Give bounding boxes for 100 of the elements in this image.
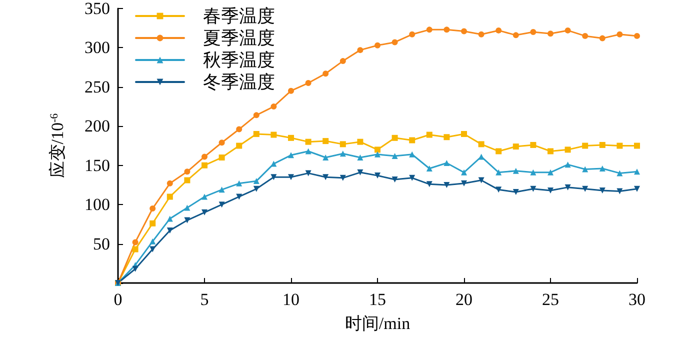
point <box>392 152 398 159</box>
point <box>426 26 432 33</box>
point <box>616 31 623 38</box>
point <box>253 112 260 118</box>
point <box>305 170 312 176</box>
legend-label: 夏季温度 <box>203 28 275 48</box>
point <box>599 165 606 172</box>
point <box>270 104 277 110</box>
point <box>444 182 450 188</box>
x-tick-label: 0 <box>114 290 122 309</box>
point <box>202 194 208 200</box>
point <box>288 88 294 94</box>
point <box>496 148 502 154</box>
x-tick-label: 20 <box>456 290 472 309</box>
point <box>530 29 536 36</box>
point <box>357 154 364 161</box>
y-axis-title: 应变/10-6 <box>48 112 67 178</box>
point <box>548 187 554 194</box>
point <box>426 181 432 188</box>
point <box>236 180 242 186</box>
point <box>132 239 138 246</box>
point <box>426 132 432 138</box>
point <box>357 138 364 145</box>
point <box>564 146 571 153</box>
point <box>322 174 329 180</box>
point <box>496 169 502 176</box>
point <box>132 266 138 272</box>
y-tick-label: 300 <box>84 38 110 58</box>
point <box>444 160 450 166</box>
point <box>444 26 450 33</box>
y-tick-label: 100 <box>84 195 110 214</box>
point <box>599 35 606 42</box>
point <box>340 58 346 64</box>
point <box>599 142 606 148</box>
point <box>166 194 173 200</box>
point <box>270 132 277 138</box>
x-tick-label: 30 <box>628 290 646 309</box>
point <box>548 169 554 176</box>
point <box>288 152 294 158</box>
point <box>166 180 173 186</box>
point <box>530 142 536 148</box>
point <box>496 27 502 34</box>
point <box>634 32 640 39</box>
point <box>253 186 260 192</box>
x-tick-label: 10 <box>282 290 300 309</box>
point <box>564 184 571 190</box>
y-tick-label: 250 <box>84 77 110 96</box>
point <box>270 174 277 180</box>
point <box>357 47 364 54</box>
point <box>202 209 208 216</box>
point <box>150 205 156 212</box>
x-tick-label: 25 <box>542 290 559 309</box>
point <box>582 142 588 149</box>
point <box>461 28 467 34</box>
point <box>202 162 208 168</box>
point <box>496 186 502 193</box>
point <box>409 137 416 144</box>
point <box>218 186 225 193</box>
point <box>478 177 484 184</box>
point <box>634 168 640 175</box>
point <box>218 154 225 161</box>
point <box>374 146 380 153</box>
point <box>512 189 519 196</box>
point <box>409 151 416 158</box>
point <box>236 142 242 149</box>
point <box>322 154 329 161</box>
point <box>392 134 398 141</box>
point <box>166 216 173 222</box>
point <box>184 168 190 175</box>
x-axis-title: 时间/min <box>344 314 411 333</box>
point <box>288 134 294 141</box>
point <box>236 126 242 132</box>
point <box>634 186 640 192</box>
point <box>616 142 623 149</box>
point <box>150 238 156 244</box>
point <box>184 217 190 224</box>
point <box>392 39 398 46</box>
point <box>150 220 156 226</box>
point <box>461 169 467 176</box>
point <box>340 174 346 181</box>
point <box>564 162 571 168</box>
point <box>564 27 571 34</box>
point <box>582 166 588 172</box>
point <box>634 142 640 149</box>
point <box>374 172 380 179</box>
point <box>184 204 190 211</box>
point <box>461 130 467 137</box>
point <box>530 186 536 192</box>
point <box>374 42 380 48</box>
legend-label: 秋季温度 <box>203 50 275 70</box>
point <box>426 165 432 172</box>
point <box>166 227 173 234</box>
point <box>253 178 260 184</box>
point <box>530 169 536 176</box>
point <box>461 180 467 186</box>
point <box>478 154 484 160</box>
point <box>270 160 277 167</box>
point <box>305 80 312 86</box>
point <box>288 174 294 180</box>
point <box>582 32 588 39</box>
